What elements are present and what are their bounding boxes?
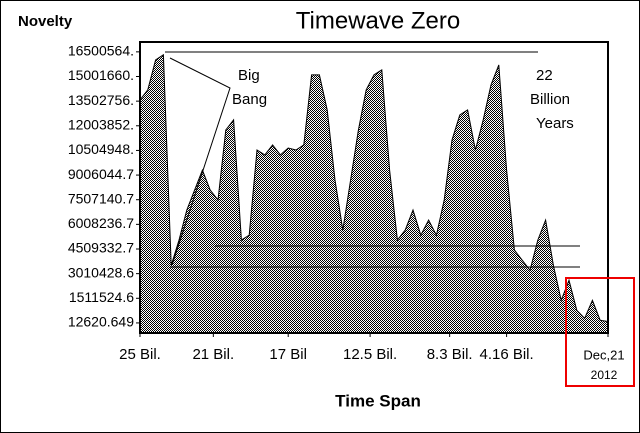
highlight-box <box>565 277 635 387</box>
y-tick-label: 10504948. <box>68 141 134 157</box>
y-tick-label: 13502756. <box>68 92 134 108</box>
x-tick-label: 25 Bil. <box>119 346 161 363</box>
chart-title: Timewave Zero <box>296 7 460 34</box>
y-tick-label: 12620.649 <box>68 314 134 330</box>
y-tick-label: 9006044.7 <box>68 166 134 182</box>
annotation-lines <box>165 51 580 268</box>
x-tick-label: 4.16 Bil. <box>479 346 533 363</box>
y-axis-label: Novelty <box>18 13 73 30</box>
y-tick-label: 4509332.7 <box>68 240 134 256</box>
annotation: Billion <box>530 91 570 108</box>
x-tick-label: 21 Bil. <box>192 346 234 363</box>
y-tick-label: 1511524.6 <box>69 289 134 305</box>
x-tick-label: 12.5 Bil. <box>343 346 397 363</box>
y-tick-label: 3010428.6 <box>68 264 134 280</box>
y-tick-label: 16500564. <box>68 43 134 59</box>
area <box>139 53 609 334</box>
x-tick-label: 8.3 Bil. <box>427 346 473 363</box>
annotation: Years <box>536 115 574 132</box>
annotation: 2012 <box>591 368 618 382</box>
annotation: Bang <box>232 91 267 108</box>
annotation: Big <box>238 67 260 84</box>
y-tick-label: 12003852. <box>68 116 134 132</box>
x-tick-label: Dec,21 <box>583 347 624 362</box>
x-axis-label: Time Span <box>335 391 421 410</box>
plot: 16500564. 15001660. 13502756. 12003852. 1050… <box>68 41 625 363</box>
annotation: 22 <box>536 67 553 84</box>
y-tick-label: 6008236.7 <box>68 215 134 231</box>
y-tick-label: 15001660. <box>68 67 134 83</box>
y-tick-label: 7507140.7 <box>68 190 134 206</box>
plot-frame <box>139 41 609 334</box>
annotation-line <box>169 57 231 266</box>
x-tick-label: 17 Bil <box>269 346 307 363</box>
